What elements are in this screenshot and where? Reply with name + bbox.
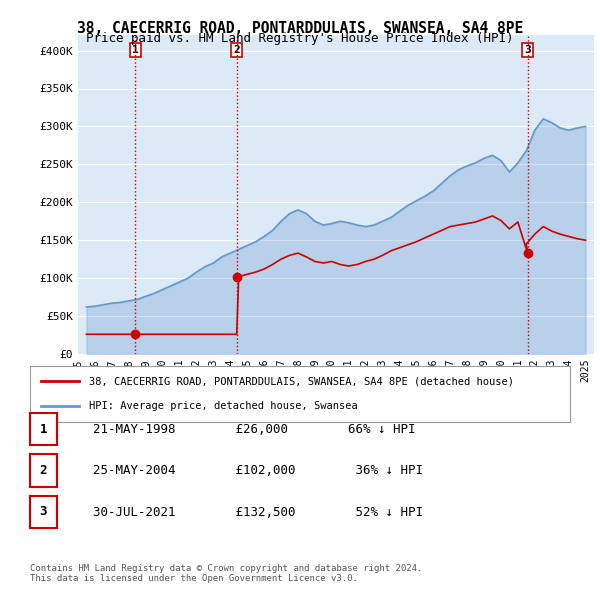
Text: 2: 2 xyxy=(40,464,47,477)
Text: HPI: Average price, detached house, Swansea: HPI: Average price, detached house, Swan… xyxy=(89,401,358,411)
Text: 1: 1 xyxy=(132,45,139,55)
Text: 38, CAECERRIG ROAD, PONTARDDULAIS, SWANSEA, SA4 8PE (detached house): 38, CAECERRIG ROAD, PONTARDDULAIS, SWANS… xyxy=(89,376,514,386)
Text: 21-MAY-1998        £26,000        66% ↓ HPI: 21-MAY-1998 £26,000 66% ↓ HPI xyxy=(78,423,415,436)
Text: 30-JUL-2021        £132,500        52% ↓ HPI: 30-JUL-2021 £132,500 52% ↓ HPI xyxy=(78,506,423,519)
Text: Contains HM Land Registry data © Crown copyright and database right 2024.
This d: Contains HM Land Registry data © Crown c… xyxy=(30,563,422,583)
Text: 2: 2 xyxy=(233,45,240,55)
Text: 38, CAECERRIG ROAD, PONTARDDULAIS, SWANSEA, SA4 8PE: 38, CAECERRIG ROAD, PONTARDDULAIS, SWANS… xyxy=(77,21,523,35)
Text: 3: 3 xyxy=(524,45,531,55)
Text: 3: 3 xyxy=(40,505,47,519)
Text: 25-MAY-2004        £102,000        36% ↓ HPI: 25-MAY-2004 £102,000 36% ↓ HPI xyxy=(78,464,423,477)
Text: Price paid vs. HM Land Registry's House Price Index (HPI): Price paid vs. HM Land Registry's House … xyxy=(86,32,514,45)
Text: 1: 1 xyxy=(40,422,47,436)
